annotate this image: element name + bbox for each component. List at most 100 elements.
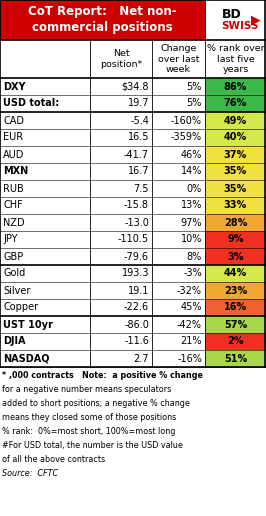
Text: 13%: 13%: [181, 201, 202, 211]
Text: NASDAQ: NASDAQ: [3, 353, 49, 363]
Bar: [0, 146, 205, 163]
Text: 14%: 14%: [181, 167, 202, 176]
Bar: [0, 299, 205, 316]
Text: -11.6: -11.6: [124, 336, 149, 347]
Text: 7.5: 7.5: [134, 184, 149, 194]
Text: Change
over last
week: Change over last week: [158, 44, 199, 74]
Bar: [0, 316, 205, 333]
Text: 97%: 97%: [181, 218, 202, 228]
Text: DJIA: DJIA: [3, 336, 26, 347]
Text: MXN: MXN: [3, 167, 28, 176]
Text: 51%: 51%: [224, 353, 247, 363]
Bar: [0, 265, 205, 282]
Text: USD total:: USD total:: [3, 99, 59, 108]
Text: -86.0: -86.0: [124, 319, 149, 330]
Text: -110.5: -110.5: [118, 234, 149, 245]
Text: 3%: 3%: [227, 251, 244, 262]
Text: 19.1: 19.1: [128, 285, 149, 296]
Bar: [205, 248, 266, 265]
Text: * ,000 contracts   Note:  a positive % change: * ,000 contracts Note: a positive % chan…: [2, 371, 203, 380]
Text: 5%: 5%: [187, 82, 202, 91]
Text: -16%: -16%: [177, 353, 202, 363]
Text: % rank:  0%=most short, 100%=most long: % rank: 0%=most short, 100%=most long: [2, 427, 175, 436]
Text: 46%: 46%: [181, 150, 202, 159]
Text: -13.0: -13.0: [124, 218, 149, 228]
Text: AUD: AUD: [3, 150, 24, 159]
Bar: [205, 129, 266, 146]
Text: 16.5: 16.5: [127, 133, 149, 142]
Text: CoT Report:   Net non-
commercial positions: CoT Report: Net non- commercial position…: [28, 6, 177, 35]
Bar: [0, 112, 205, 129]
Text: added to short positions; a negative % change: added to short positions; a negative % c…: [2, 399, 190, 408]
Bar: [205, 214, 266, 231]
Text: 49%: 49%: [224, 116, 247, 125]
Bar: [0, 129, 205, 146]
Text: Copper: Copper: [3, 302, 38, 313]
Text: 28%: 28%: [224, 218, 247, 228]
Text: 19.7: 19.7: [127, 99, 149, 108]
Bar: [0, 282, 205, 299]
Bar: [0, 163, 205, 180]
Text: CAD: CAD: [3, 116, 24, 125]
Text: means they closed some of those positions: means they closed some of those position…: [2, 413, 176, 422]
Text: UST 10yr: UST 10yr: [3, 319, 53, 330]
Bar: [205, 282, 266, 299]
Text: BD: BD: [222, 8, 241, 21]
Bar: [205, 333, 266, 350]
Text: -3%: -3%: [183, 268, 202, 279]
Text: DXY: DXY: [3, 82, 26, 91]
Bar: [0, 78, 205, 95]
Text: Silver: Silver: [3, 285, 30, 296]
Text: $34.8: $34.8: [122, 82, 149, 91]
Text: Gold: Gold: [3, 268, 25, 279]
Bar: [205, 95, 266, 112]
Text: 23%: 23%: [224, 285, 247, 296]
Text: for a negative number means speculators: for a negative number means speculators: [2, 385, 171, 394]
Bar: [205, 112, 266, 129]
Text: 10%: 10%: [181, 234, 202, 245]
Text: NZD: NZD: [3, 218, 25, 228]
Text: 9%: 9%: [227, 234, 244, 245]
Bar: [0, 333, 205, 350]
Text: -32%: -32%: [177, 285, 202, 296]
Text: 40%: 40%: [224, 133, 247, 142]
Bar: [205, 265, 266, 282]
Text: 33%: 33%: [224, 201, 247, 211]
Text: -359%: -359%: [171, 133, 202, 142]
Text: 8%: 8%: [187, 251, 202, 262]
Text: 2.7: 2.7: [134, 353, 149, 363]
Text: 45%: 45%: [181, 302, 202, 313]
Text: -79.6: -79.6: [124, 251, 149, 262]
Bar: [205, 163, 266, 180]
Bar: [205, 78, 266, 95]
Text: -160%: -160%: [171, 116, 202, 125]
Bar: [0, 40, 266, 78]
Text: Net
position*: Net position*: [100, 50, 142, 69]
Bar: [0, 0, 205, 40]
Text: 86%: 86%: [224, 82, 247, 91]
Text: RUB: RUB: [3, 184, 24, 194]
Bar: [0, 197, 205, 214]
Text: EUR: EUR: [3, 133, 23, 142]
Bar: [0, 350, 205, 367]
Text: CHF: CHF: [3, 201, 23, 211]
Text: -42%: -42%: [177, 319, 202, 330]
Text: -5.4: -5.4: [130, 116, 149, 125]
Bar: [205, 316, 266, 333]
Text: 76%: 76%: [224, 99, 247, 108]
Text: 57%: 57%: [224, 319, 247, 330]
Bar: [205, 299, 266, 316]
Bar: [205, 197, 266, 214]
Text: 16%: 16%: [224, 302, 247, 313]
Text: GBP: GBP: [3, 251, 23, 262]
Text: JPY: JPY: [3, 234, 18, 245]
Bar: [205, 180, 266, 197]
Text: -15.8: -15.8: [124, 201, 149, 211]
Text: 2%: 2%: [227, 336, 244, 347]
Bar: [205, 350, 266, 367]
Text: 16.7: 16.7: [127, 167, 149, 176]
Text: 21%: 21%: [181, 336, 202, 347]
Text: 35%: 35%: [224, 184, 247, 194]
Text: 193.3: 193.3: [122, 268, 149, 279]
Text: #For USD total, the number is the USD value: #For USD total, the number is the USD va…: [2, 441, 183, 450]
